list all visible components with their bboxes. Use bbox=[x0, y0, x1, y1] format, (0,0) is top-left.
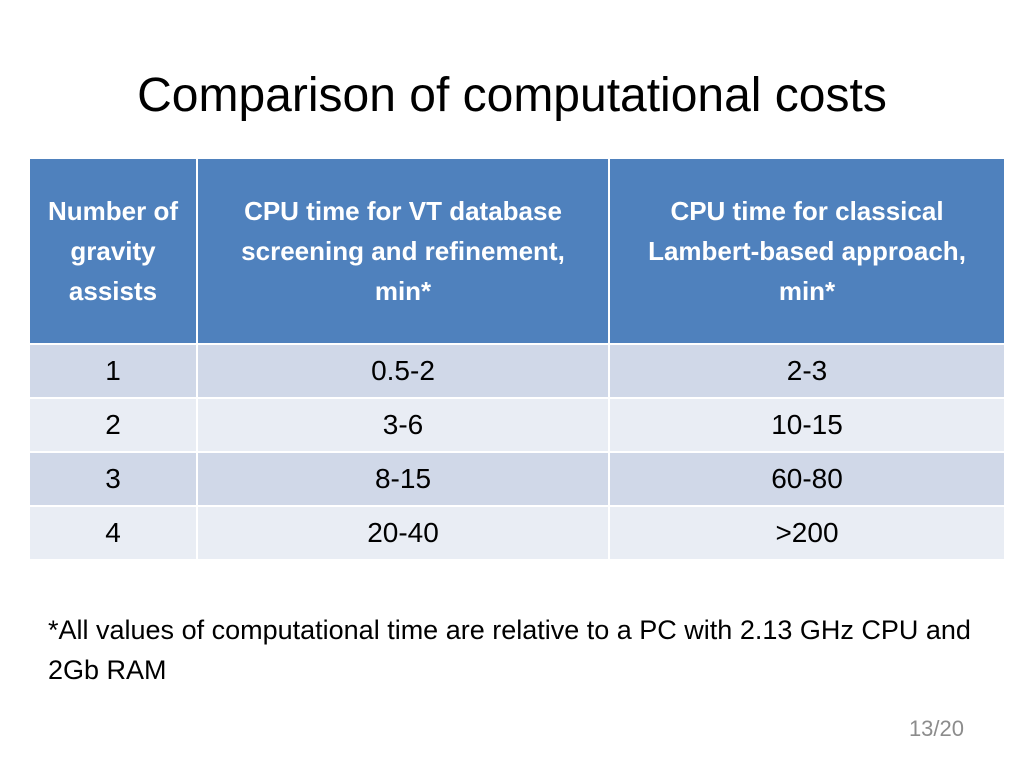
cell-gravity-assists: 1 bbox=[28, 343, 198, 399]
header-lambert-time: CPU time for classical Lambert-based app… bbox=[608, 157, 1006, 345]
cell-lambert-time: >200 bbox=[608, 505, 1006, 561]
slide-number: 13/20 bbox=[908, 716, 964, 741]
cell-vt-database-time: 8-15 bbox=[196, 451, 610, 507]
table-row: 1 0.5-2 2-3 bbox=[28, 343, 1006, 399]
table-row: 4 20-40 >200 bbox=[28, 505, 1006, 561]
cell-vt-database-time: 20-40 bbox=[196, 505, 610, 561]
slide-title: Comparison of computational costs bbox=[137, 69, 887, 122]
cell-gravity-assists: 3 bbox=[28, 451, 198, 507]
header-vt-database-time: CPU time for VT database screening and r… bbox=[196, 157, 610, 345]
cell-lambert-time: 10-15 bbox=[608, 397, 1006, 453]
table-header-row: Number of gravity assists CPU time for V… bbox=[28, 157, 1006, 345]
footnote: *All values of computational time are re… bbox=[48, 615, 971, 685]
table-row: 3 8-15 60-80 bbox=[28, 451, 1006, 507]
cell-lambert-time: 2-3 bbox=[608, 343, 1006, 399]
header-gravity-assists: Number of gravity assists bbox=[28, 157, 198, 345]
table-row: 2 3-6 10-15 bbox=[28, 397, 1006, 453]
cell-gravity-assists: 2 bbox=[28, 397, 198, 453]
cell-vt-database-time: 0.5-2 bbox=[196, 343, 610, 399]
cost-comparison-table: Number of gravity assists CPU time for V… bbox=[28, 157, 1006, 561]
cell-lambert-time: 60-80 bbox=[608, 451, 1006, 507]
cell-vt-database-time: 3-6 bbox=[196, 397, 610, 453]
cell-gravity-assists: 4 bbox=[28, 505, 198, 561]
